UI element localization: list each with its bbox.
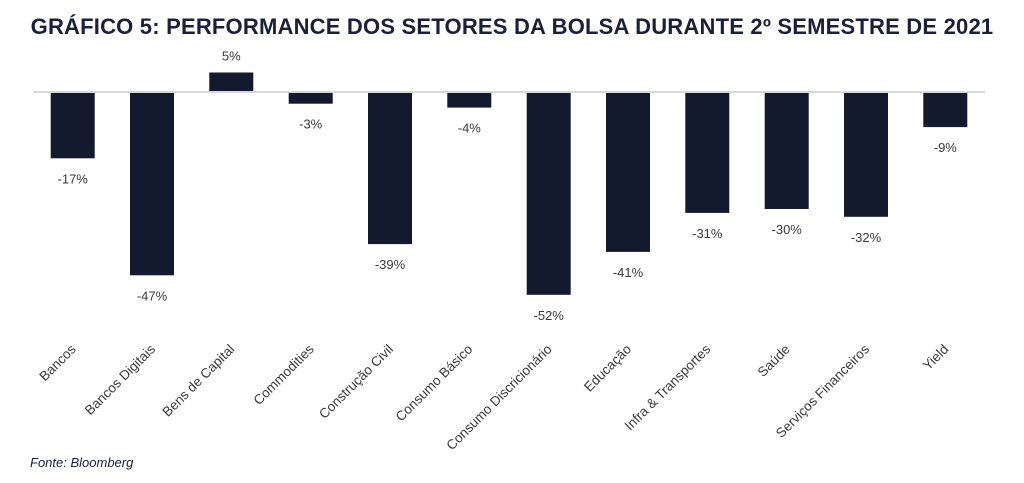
category-label-0: Bancos	[36, 341, 79, 384]
source-note: Fonte: Bloomberg	[30, 455, 134, 470]
bar-3	[288, 92, 333, 104]
bar-7	[606, 92, 650, 252]
category-label-11: Yield	[920, 342, 951, 373]
value-label-10: -32%	[851, 230, 882, 245]
value-label-9: -30%	[772, 222, 803, 237]
category-label-3: Commodities	[251, 341, 317, 407]
chart-title: GRÁFICO 5: PERFORMANCE DOS SETORES DA BO…	[30, 14, 994, 39]
bar-11	[923, 92, 968, 128]
bar-4	[368, 92, 412, 245]
value-label-6: -52%	[534, 308, 565, 323]
value-label-3: -3%	[299, 117, 323, 132]
bar-2	[209, 72, 254, 92]
bars-layer	[50, 72, 968, 295]
bar-6	[526, 92, 571, 295]
category-labels-layer: Bancos Bancos Digitais Bens de Capital Comm…	[36, 341, 951, 453]
value-label-8: -31%	[692, 226, 723, 241]
category-label-9: Saúde	[755, 342, 793, 380]
bar-0	[50, 92, 95, 159]
value-label-1: -47%	[137, 288, 168, 303]
category-label-1: Bancos Digitais	[82, 341, 159, 418]
value-label-11: -9%	[934, 140, 958, 155]
value-label-0: -17%	[58, 171, 89, 186]
bar-10	[844, 92, 888, 217]
bar-9	[764, 92, 809, 209]
category-label-2: Bens de Capital	[159, 342, 237, 420]
value-label-2: 5%	[222, 49, 241, 64]
category-label-8: Infra & Transportes	[622, 341, 714, 433]
category-label-7: Educação	[581, 342, 634, 395]
bar-5	[447, 92, 492, 108]
value-label-5: -4%	[458, 121, 482, 136]
value-label-4: -39%	[375, 257, 406, 272]
category-label-5: Consumo Básico	[393, 342, 476, 425]
bar-8	[685, 92, 730, 213]
bar-1	[130, 92, 174, 276]
value-label-7: -41%	[613, 265, 644, 280]
category-label-4: Construção Civil	[316, 342, 396, 422]
value-labels-layer: -17% -47% 5% -3% -39% -4% -52% -41% -31% -30% -32%…	[58, 49, 958, 323]
